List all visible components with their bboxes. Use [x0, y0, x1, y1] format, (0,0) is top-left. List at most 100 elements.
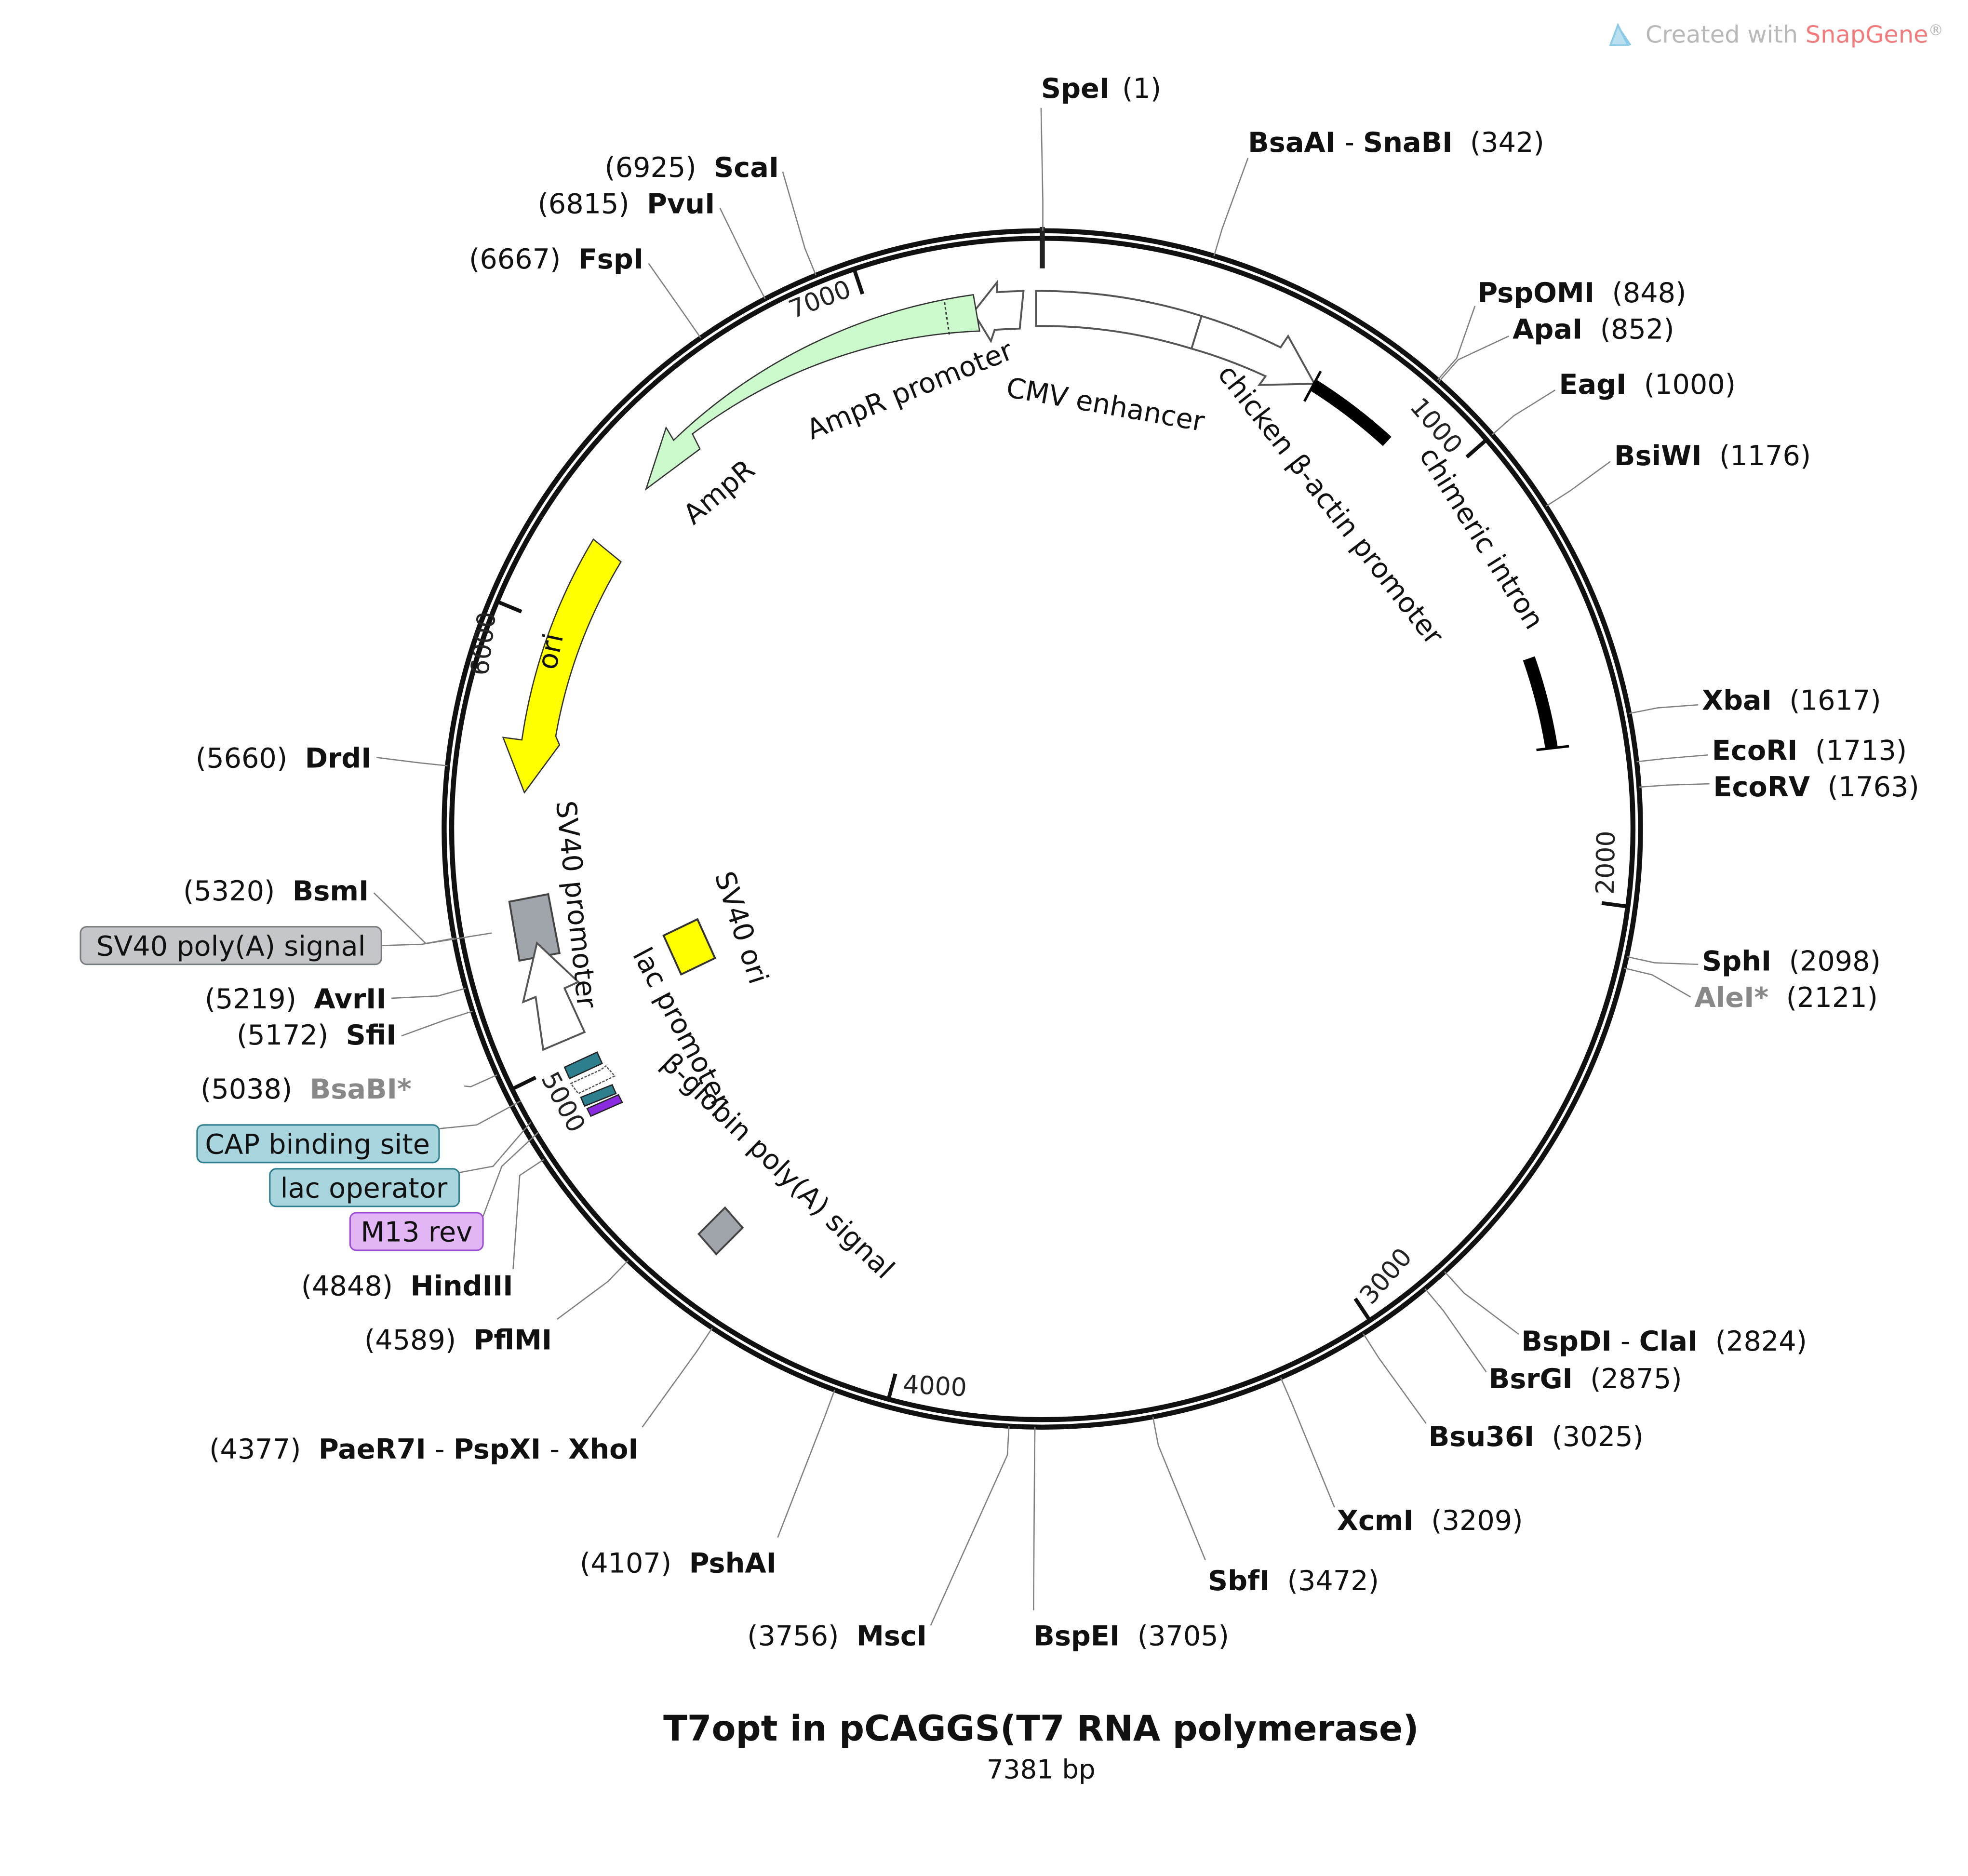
site-sphi[interactable]: SphI (2098): [1702, 946, 1881, 978]
site-scai[interactable]: (6925) ScaI: [604, 152, 779, 184]
site-bsu36i[interactable]: Bsu36I (3025): [1429, 1421, 1644, 1453]
feature-chimeric-intron-arc[interactable]: [1310, 379, 1392, 446]
site-snabi-name: SnaBI: [1363, 127, 1452, 159]
site-bsabi[interactable]: (5038) BsaBI*: [201, 1073, 412, 1105]
site-xcmi[interactable]: XcmI (3209): [1337, 1505, 1523, 1537]
site-pflmi[interactable]: (4589) PflMI: [364, 1324, 552, 1356]
feature-ampr-promoter-arrow[interactable]: [972, 279, 1025, 344]
snapgene-watermark: Created with SnapGene®: [1609, 20, 1943, 48]
site-sfii[interactable]: (5172) SfiI: [237, 1019, 397, 1051]
site-xbai[interactable]: XbaI (1617): [1702, 685, 1881, 717]
feature-beta-globin-polya-box[interactable]: [697, 1206, 744, 1256]
tick-label-6000: 6000: [466, 610, 502, 677]
site-apai-pos: (852): [1600, 313, 1674, 345]
leader-scai: [782, 172, 817, 276]
leader-pshai: [777, 1390, 835, 1538]
leader-apai: [1438, 335, 1509, 382]
site-hindiii-pos: (4848): [301, 1271, 393, 1302]
site-bsrgi-pos: (2875): [1590, 1363, 1682, 1395]
leader-eagi: [1492, 389, 1556, 435]
site-hindiii-name: HindIII: [410, 1271, 513, 1302]
leader-fspi: [648, 263, 701, 338]
callout-m13-rev-box: [349, 1212, 484, 1251]
site-pvui[interactable]: (6815) PvuI: [537, 188, 715, 220]
site-sbfi[interactable]: SbfI (3472): [1208, 1565, 1379, 1597]
site-bsu36i-pos: (3025): [1552, 1421, 1644, 1453]
feature-sv40-ori-box[interactable]: [662, 918, 716, 976]
site-spei-pos: (1): [1122, 73, 1161, 105]
site-sphi-pos: (2098): [1789, 946, 1881, 978]
site-ecori[interactable]: EcoRI (1713): [1712, 735, 1907, 767]
site-pspxi-name: PspXI: [454, 1434, 541, 1465]
feature-m13-rev-box[interactable]: [586, 1094, 623, 1117]
leader-xcmi: [1280, 1377, 1335, 1508]
site-ecorv[interactable]: EcoRV (1763): [1713, 771, 1919, 803]
chimeric-intron-start-cap: [1303, 370, 1322, 402]
site-alei[interactable]: AleI* (2121): [1694, 982, 1878, 1014]
site-msci[interactable]: (3756) MscI: [747, 1620, 927, 1652]
site-pspomi[interactable]: PspOMI (848): [1477, 277, 1686, 309]
site-avrii-name: AvrII: [314, 983, 386, 1015]
leader-bsiwi: [1545, 461, 1611, 507]
feature-chicken-actin-promoter-arrow[interactable]: [1190, 315, 1316, 386]
plasmid-length: 7381 bp: [987, 1754, 1096, 1784]
tick-mark-7000: [852, 268, 865, 295]
callout-sv40-polya[interactable]: SV40 poly(A) signal: [80, 926, 382, 965]
feature-ori-arrow[interactable]: [502, 538, 622, 794]
site-bspei-name: BspEI: [1033, 1620, 1120, 1652]
feature-cap-binding-site-box[interactable]: [563, 1051, 603, 1080]
site-ecorv-name: EcoRV: [1713, 771, 1810, 803]
site-pshai[interactable]: (4107) PshAI: [580, 1548, 776, 1580]
site-eagi-name: EagI: [1559, 369, 1626, 401]
feature-lac-promoter-arrow[interactable]: [570, 1065, 616, 1095]
leader-m13-rev: [482, 1132, 539, 1217]
tick-label-2000: 2000: [1591, 831, 1621, 895]
site-ecori-name: EcoRI: [1712, 735, 1798, 767]
site-alei-pos: (2121): [1786, 982, 1878, 1014]
callout-cap-binding-site-text: CAP binding site: [205, 1129, 430, 1161]
site-bsrgi[interactable]: BsrGI (2875): [1489, 1363, 1682, 1395]
feature-chimeric-intron-arc-2[interactable]: [1523, 656, 1558, 749]
leader-msci: [930, 1426, 1010, 1626]
site-bspei[interactable]: BspEI (3705): [1033, 1620, 1229, 1652]
site-spei-name: SpeI: [1041, 73, 1110, 105]
feature-sv40-promoter-arrow[interactable]: [522, 941, 586, 1051]
site-apai[interactable]: ApaI (852): [1513, 313, 1674, 345]
feature-lac-operator-box[interactable]: [580, 1084, 617, 1107]
callout-m13-rev[interactable]: M13 rev: [349, 1212, 484, 1251]
feature-cmv-enhancer-arrow[interactable]: [1035, 290, 1203, 350]
callout-sv40-polya-text: SV40 poly(A) signal: [96, 931, 366, 963]
site-hindiii[interactable]: (4848) HindIII: [301, 1271, 513, 1302]
watermark-text: Created with SnapGene®: [1646, 20, 1943, 48]
tick-mark-5000: [511, 1075, 537, 1091]
feature-sv40-polya-box[interactable]: [508, 893, 561, 962]
leader-xbai: [1629, 704, 1699, 714]
site-bsaai-snabi[interactable]: BsaAI - SnaBI (342): [1248, 127, 1544, 159]
site-eagi[interactable]: EagI (1000): [1559, 369, 1736, 401]
leader-ecori: [1636, 754, 1709, 763]
enzyme-labels: SpeI (1) BsaAI - SnaBI (342) PspOMI (848) A…: [183, 73, 1919, 1652]
leader-bsaai: [1213, 158, 1249, 256]
site-avrii[interactable]: (5219) AvrII: [205, 983, 387, 1015]
site-xcmi-pos: (3209): [1431, 1505, 1523, 1537]
site-drdi[interactable]: (5660) DrdI: [196, 742, 372, 774]
backbone-inner-ring: [449, 236, 1636, 1422]
callout-lac-operator-text: lac operator: [281, 1173, 448, 1205]
label-cmv-enhancer: CMV enhancer: [1004, 372, 1207, 438]
site-bsaai-name: BsaAI: [1248, 127, 1336, 159]
site-bsmi[interactable]: (5320) BsmI: [183, 875, 369, 907]
site-fspi[interactable]: (6667) FspI: [469, 243, 643, 275]
site-paer7i-pspxi-xhoi[interactable]: (4377) PaeR7I - PspXI - XhoI: [209, 1434, 639, 1465]
leader-pspomi: [1437, 306, 1476, 381]
leader-avrii: [391, 988, 466, 999]
site-sbfi-name: SbfI: [1208, 1565, 1270, 1597]
callout-cap-binding-site[interactable]: CAP binding site: [196, 1124, 440, 1164]
callout-lac-operator[interactable]: lac operator: [269, 1168, 460, 1207]
site-bsmi-pos: (5320): [183, 875, 275, 907]
site-bspdi-clai[interactable]: BspDI - ClaI (2824): [1521, 1326, 1807, 1357]
callout-cap-binding-site-box: [196, 1124, 440, 1164]
site-leaders: [373, 107, 1710, 1626]
site-bsiwi[interactable]: BsiWI (1176): [1614, 440, 1811, 472]
site-spei[interactable]: SpeI (1): [1041, 73, 1161, 105]
